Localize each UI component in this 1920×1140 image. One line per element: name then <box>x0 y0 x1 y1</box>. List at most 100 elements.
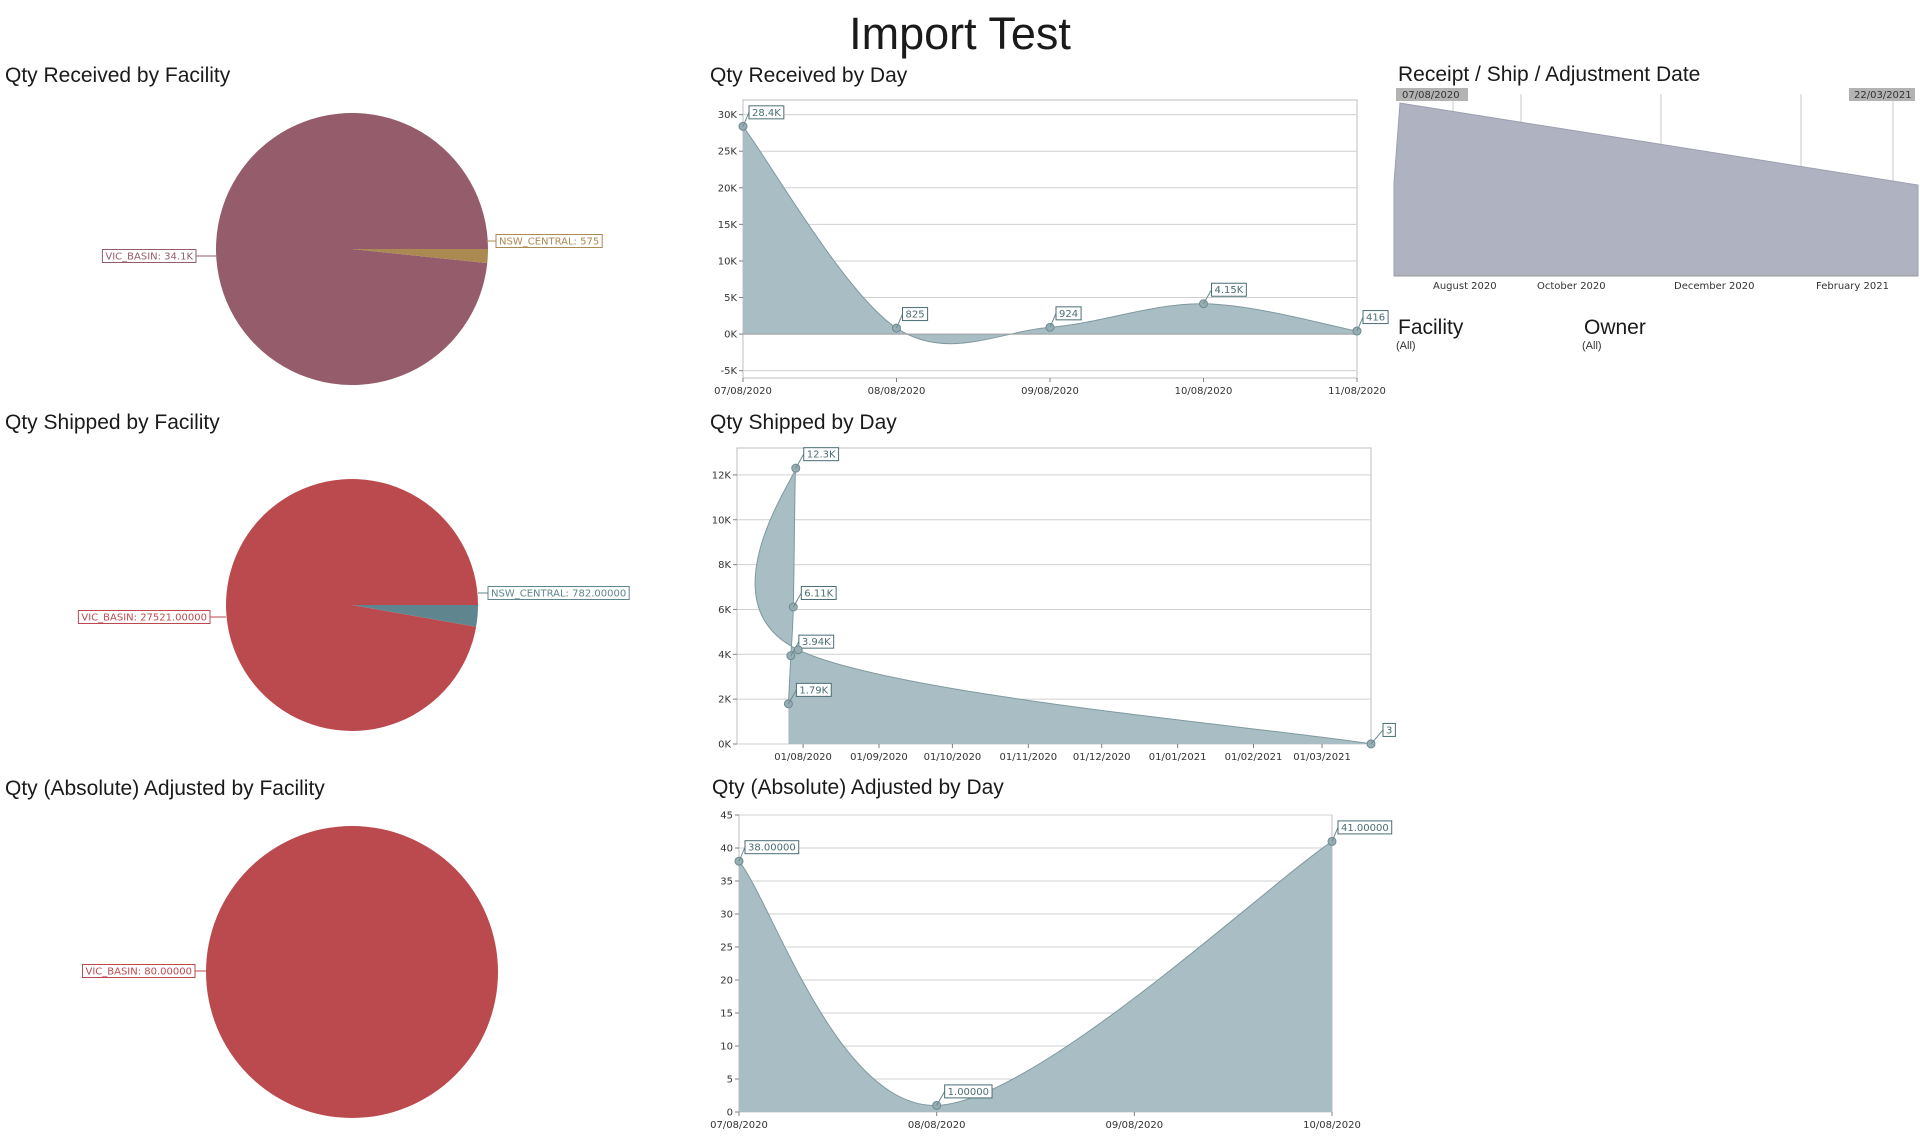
data-label-leader <box>936 1091 946 1106</box>
y-tick-label: 0K <box>718 740 731 751</box>
x-tick-label: 01/10/2020 <box>924 752 982 763</box>
svg-text:4.15K: 4.15K <box>1215 285 1244 296</box>
y-tick-label: 4K <box>718 650 731 661</box>
pie-slice-vic-basin[interactable] <box>216 112 489 385</box>
area-line <box>754 467 1372 745</box>
facility-filter-value[interactable]: (All) <box>1396 340 1416 352</box>
data-label: 416 <box>1362 310 1389 325</box>
range-start-handle[interactable] <box>1396 88 1468 101</box>
data-label-leader <box>896 313 903 329</box>
facility-filter-label[interactable]: Facility <box>1398 316 1464 339</box>
pie-slice-vic-basin[interactable] <box>206 826 498 1118</box>
data-point[interactable] <box>783 699 793 709</box>
pie-label: VIC_BASIN: 34.1K <box>101 249 197 263</box>
area-chart-received-by-day[interactable]: -5K 0K 5K 10K 15K 20K 25K 30K 07/08/2020 08/08/20… <box>700 95 1400 410</box>
svg-text:VIC_BASIN: 27521.00000: VIC_BASIN: 27521.00000 <box>81 613 207 624</box>
data-label: 41.00000 <box>1337 820 1393 835</box>
y-tick-label: 8K <box>718 560 731 571</box>
pie-label: NSW_CENTRAL: 782.00000 <box>487 586 630 600</box>
area-chart-adjusted-by-day[interactable]: 0 5 10 15 20 25 30 35 40 45 07/08/2020 08/08/2020 09… <box>700 805 1400 1140</box>
area-line <box>742 126 1358 345</box>
data-label: 6.11K <box>800 585 837 600</box>
data-label-leader <box>792 592 802 608</box>
svg-text:6.11K: 6.11K <box>804 588 833 599</box>
y-tick-label: 0K <box>724 330 737 341</box>
x-tick-label: 01/09/2020 <box>850 752 908 763</box>
area-line <box>738 840 1333 1106</box>
panel-title-received-by-facility: Qty Received by Facility <box>5 64 231 87</box>
data-point[interactable] <box>791 463 801 473</box>
svg-text:NSW_CENTRAL: 782.00000: NSW_CENTRAL: 782.00000 <box>491 589 626 600</box>
panel-title-received-by-day: Qty Received by Day <box>710 64 908 87</box>
data-label-leader <box>795 453 805 469</box>
x-tick-label: 01/12/2020 <box>1073 752 1131 763</box>
pie-label: NSW_CENTRAL: 575 <box>495 234 603 248</box>
panel-title-adjusted-by-day: Qty (Absolute) Adjusted by Day <box>712 776 1004 799</box>
data-label-leader <box>1049 313 1057 328</box>
data-label-leader <box>738 847 746 862</box>
x-tick-label: 08/08/2020 <box>868 386 926 397</box>
range-area <box>1393 102 1919 277</box>
pie-label: VIC_BASIN: 80.00000 <box>81 964 196 978</box>
data-point[interactable] <box>1327 836 1337 846</box>
data-point[interactable] <box>734 856 744 866</box>
svg-text:12.3K: 12.3K <box>807 450 836 461</box>
range-x-tick-label: August 2020 <box>1433 281 1497 292</box>
owner-filter-value[interactable]: (All) <box>1582 340 1602 352</box>
y-tick-label: 40 <box>720 844 733 855</box>
y-tick-label: 6K <box>718 605 731 616</box>
data-label-leader <box>1370 729 1384 745</box>
svg-text:3.94K: 3.94K <box>802 637 831 648</box>
range-x-tick-label: October 2020 <box>1537 281 1606 292</box>
pie-slice-nsw-central[interactable] <box>352 605 478 627</box>
date-range-selector[interactable]: August 2020 October 2020 December 2020 Febr… <box>1390 88 1920 298</box>
data-point[interactable] <box>786 651 796 661</box>
svg-text:924: 924 <box>1059 309 1078 320</box>
svg-text:38.00000: 38.00000 <box>748 843 796 854</box>
pie-slice-nsw-central[interactable] <box>352 249 488 264</box>
y-tick-label: 45 <box>720 811 733 822</box>
pie-chart-received-by-facility[interactable]: VIC_BASIN: 34.1K NSW_CENTRAL: 575 <box>0 100 700 400</box>
svg-text:NSW_CENTRAL: 575: NSW_CENTRAL: 575 <box>499 237 599 248</box>
range-x-tick-label: February 2021 <box>1816 281 1889 292</box>
panel-title-shipped-by-facility: Qty Shipped by Facility <box>5 411 220 434</box>
pie-chart-adjusted-by-facility[interactable]: VIC_BASIN: 80.00000 <box>0 820 700 1130</box>
y-tick-label: 5K <box>724 293 737 304</box>
data-point[interactable] <box>932 1100 942 1110</box>
pie-slice-vic-basin[interactable] <box>226 479 478 732</box>
x-tick-label: 01/01/2021 <box>1149 752 1207 763</box>
data-label: 3.94K <box>798 634 835 649</box>
y-tick-label: 10K <box>718 256 738 267</box>
x-tick-label: 07/08/2020 <box>714 386 772 397</box>
data-label: 12.3K <box>803 447 840 462</box>
x-tick-label: 10/08/2020 <box>1303 1120 1361 1131</box>
y-tick-label: 2K <box>718 695 731 706</box>
area-chart-shipped-by-day[interactable]: 0K 2K 4K 6K 8K 10K 12K 01/08/2020 01/09/2020 01/1… <box>700 440 1400 763</box>
range-end-handle[interactable] <box>1849 88 1915 101</box>
area-fill <box>755 467 1371 744</box>
y-tick-label: 0 <box>727 1108 733 1119</box>
panel-title-adjusted-by-facility: Qty (Absolute) Adjusted by Facility <box>5 777 325 800</box>
range-start-label: 07/08/2020 <box>1402 90 1460 101</box>
y-tick-label: 25K <box>718 147 738 158</box>
y-tick-label: 30K <box>718 110 738 121</box>
x-tick-label: 01/11/2020 <box>999 752 1057 763</box>
data-label-leader <box>787 689 797 705</box>
x-tick-label: 09/08/2020 <box>1106 1120 1164 1131</box>
svg-text:416: 416 <box>1366 313 1385 324</box>
y-tick-label: 5 <box>727 1075 733 1086</box>
data-point[interactable] <box>788 602 798 612</box>
pie-chart-shipped-by-facility[interactable]: VIC_BASIN: 27521.00000 NSW_CENTRAL: 782.0… <box>0 470 700 740</box>
data-point[interactable] <box>793 645 803 655</box>
data-point[interactable] <box>1199 299 1208 309</box>
owner-filter-label[interactable]: Owner <box>1584 316 1646 339</box>
x-tick-label: 09/08/2020 <box>1021 386 1079 397</box>
svg-text:VIC_BASIN: 80.00000: VIC_BASIN: 80.00000 <box>85 967 192 978</box>
data-label: 3 <box>1382 722 1396 737</box>
data-label-leader <box>1203 289 1212 304</box>
y-tick-label: 20K <box>718 183 738 194</box>
svg-text:825: 825 <box>906 310 925 321</box>
x-tick-label: 01/02/2021 <box>1225 752 1283 763</box>
y-tick-label: 10K <box>712 515 732 526</box>
plot-area <box>742 99 1358 379</box>
